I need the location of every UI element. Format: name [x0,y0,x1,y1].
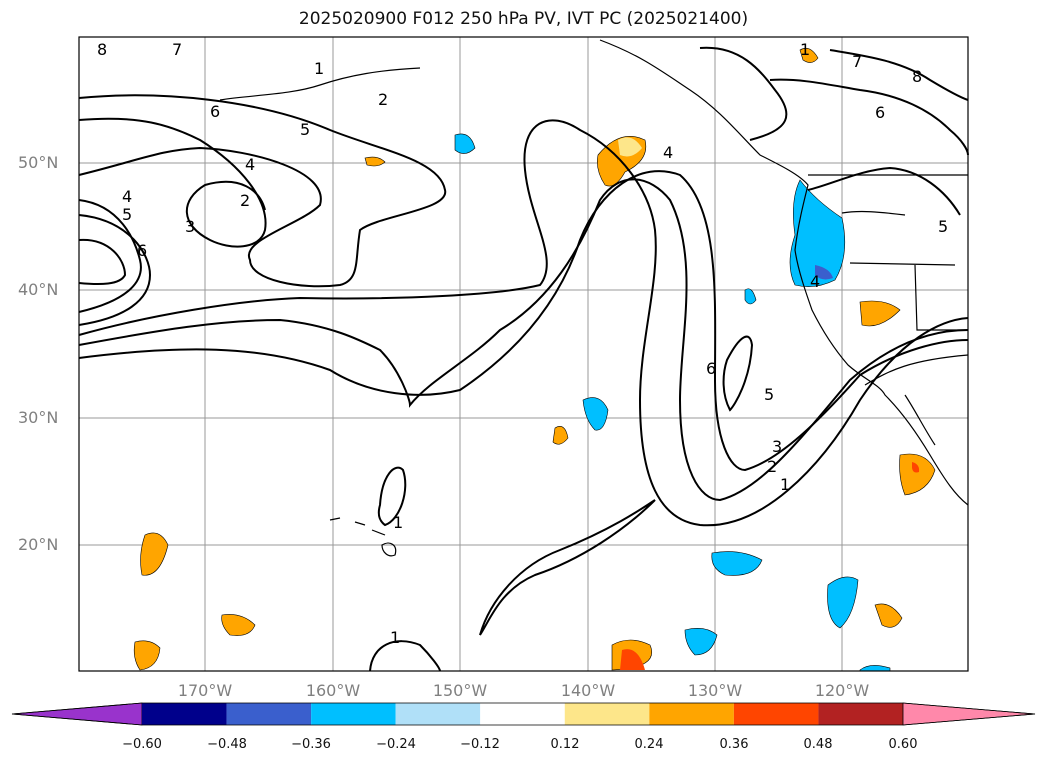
colorbar-tick: −0.60 [122,737,162,752]
gridlines [79,37,968,671]
colorbar-segment [733,703,819,725]
contour-label: 8 [912,67,922,86]
colorbar-tick: 0.12 [550,737,580,752]
colorbar-segment [480,703,565,725]
lat-label-20n: 20°N [18,535,59,554]
colorbar-tick: −0.36 [291,737,331,752]
contour-label: 4 [663,143,673,162]
contour-label: 2 [767,457,777,476]
contour-label: 7 [172,40,182,59]
contour-label: 1 [393,513,403,532]
lon-label-150w: 150°W [432,681,488,700]
colorbar-outline [11,702,1036,726]
contour-label: 4 [122,187,132,206]
ivt-shading [133,47,936,672]
coastlines [219,39,969,506]
colorbar-segment [311,703,396,725]
contour-label: 5 [938,217,948,236]
contour-label: 1 [390,628,400,647]
contour-label: 2 [378,90,388,109]
contour-label: 4 [245,155,255,174]
contour-label: 1 [780,475,790,494]
colorbar-tick: −0.24 [376,737,416,752]
colorbar [11,702,1036,726]
colorbar-segment [226,703,312,725]
map-title: 2025020900 F012 250 hPa PV, IVT PC (2025… [298,9,749,29]
contour-label: 5 [300,120,310,139]
contour-label: 5 [122,205,132,224]
hawaii-islands [329,517,397,557]
contour-label: 6 [875,103,885,122]
colorbar-tick: −0.48 [207,737,247,752]
contour-label: 3 [185,217,195,236]
lat-label-50n: 50°N [18,153,59,172]
lon-label-130w: 130°W [687,681,743,700]
colorbar-segment [142,703,227,725]
contour-label: 7 [852,52,862,71]
colorbar-segment [649,703,734,725]
contour-label: 1 [314,59,324,78]
lat-label-40n: 40°N [18,280,59,299]
lon-label-160w: 160°W [305,681,361,700]
colorbar-tick: 0.36 [719,737,749,752]
lon-label-120w: 120°W [814,681,870,700]
lon-label-140w: 140°W [560,681,616,700]
map-frame [78,36,969,672]
colorbar-segment [395,703,481,725]
contour-label: 6 [137,241,147,260]
contour-label: 1 [800,40,810,59]
lat-label-30n: 30°N [18,408,59,427]
contour-label: 2 [240,191,250,210]
contour-label: 4 [810,272,820,291]
contour-label: 3 [772,437,782,456]
colorbar-tick: 0.24 [634,737,664,752]
pv-contours [78,46,969,672]
lon-label-170w: 170°W [177,681,233,700]
contour-label: 5 [764,385,774,404]
contour-label: 6 [210,102,220,121]
colorbar-segment [818,703,903,725]
colorbar-extend-max [902,702,1036,726]
contour-label: 8 [97,40,107,59]
colorbar-tick: −0.12 [460,737,500,752]
colorbar-extend-min [11,702,143,726]
colorbar-tick: 0.60 [888,737,918,752]
colorbar-segment [564,703,650,725]
colorbar-tick: 0.48 [803,737,833,752]
map-panel: 8 7 1 2 6 5 4 4 5 2 3 6 6 5 3 2 1 1 1 4 … [78,36,969,672]
contour-label: 6 [706,359,716,378]
